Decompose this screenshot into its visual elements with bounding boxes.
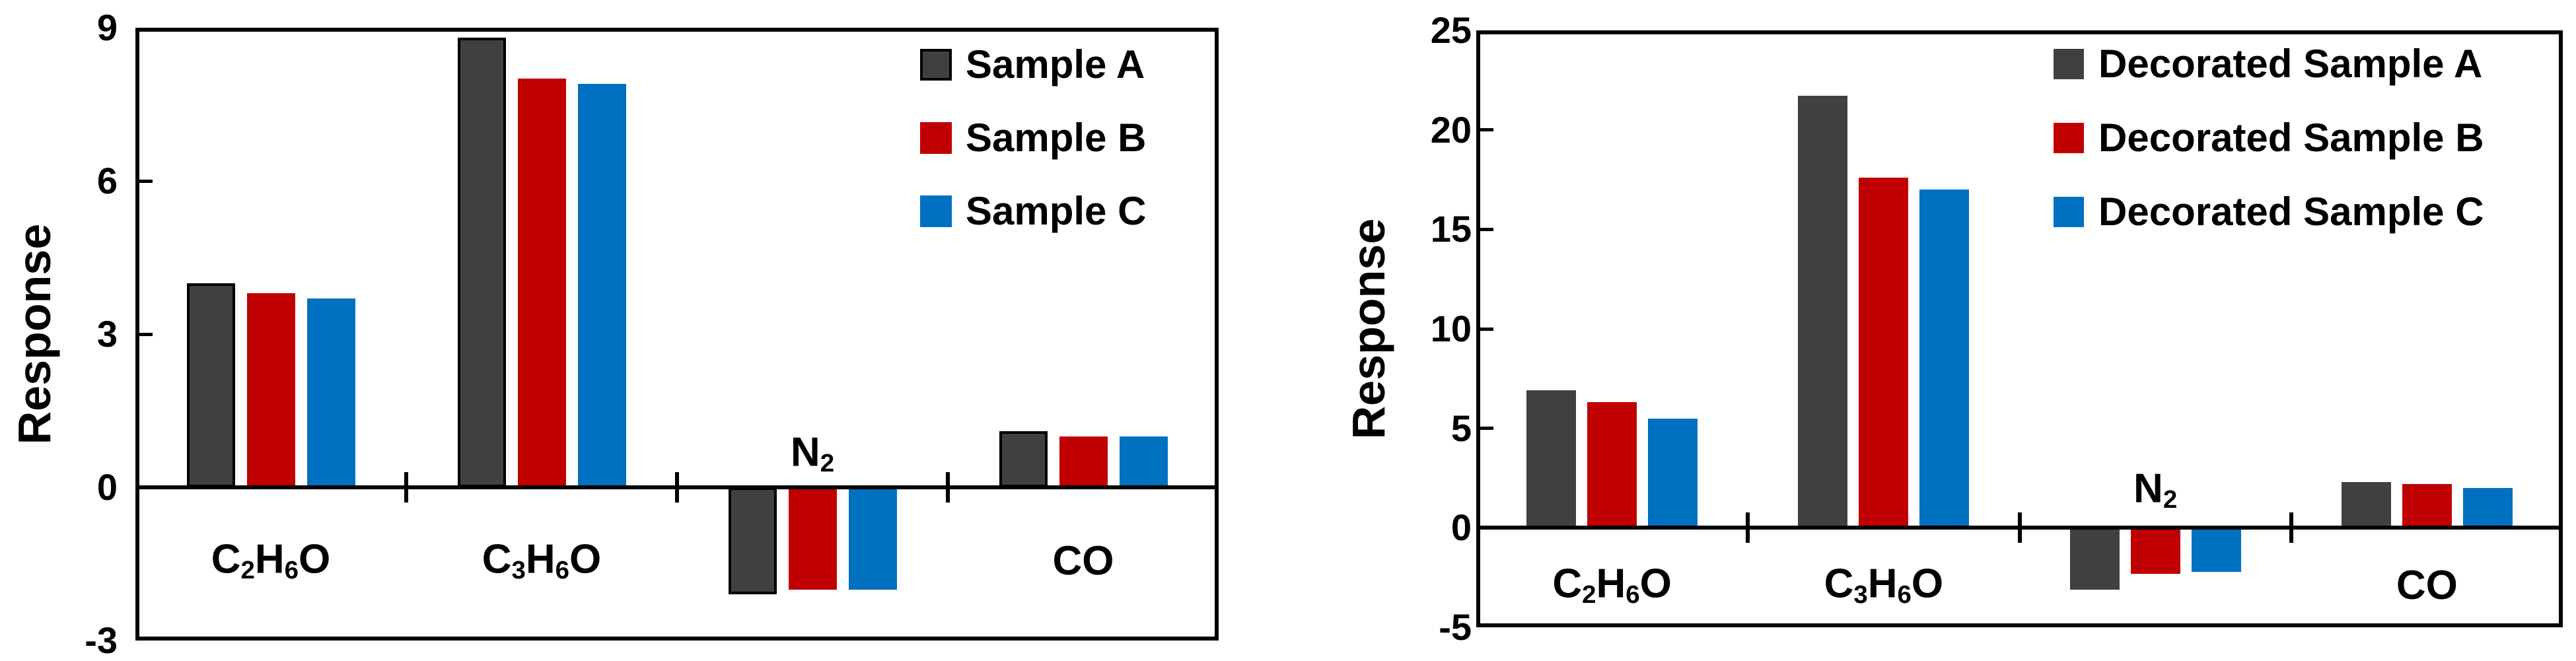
- y-tick-label: 6: [96, 160, 118, 201]
- y-tick-label: 0: [1450, 506, 1472, 549]
- y-tick-label: 15: [1430, 208, 1472, 250]
- y-tick-mark: [1480, 327, 1493, 331]
- bar-decorated-sample-b-co: [2402, 484, 2452, 528]
- bar-decorated-sample-a-co: [2341, 482, 2391, 528]
- bar-decorated-sample-a-c-3h-6o: [1798, 96, 1848, 528]
- category-label: CO: [2396, 563, 2458, 609]
- bar-decorated-sample-b-c-3h-6o: [1859, 177, 1909, 528]
- y-tick-mark: [139, 332, 153, 336]
- category-label: C2H6O: [1552, 561, 1672, 609]
- legend-swatch-sample-c: [920, 195, 952, 227]
- bar-sample-a-c-3h-6o: [457, 38, 506, 487]
- x-boundary-tick: [946, 472, 950, 503]
- bar-decorated-sample-b-c-2h-6o: [1587, 402, 1637, 528]
- bar-sample-b-c-2h-6o: [246, 293, 295, 487]
- bar-decorated-sample-c-n-2: [2191, 528, 2241, 572]
- category-label: C3H6O: [1824, 561, 1944, 609]
- bar-sample-a-c-2h-6o: [186, 283, 235, 487]
- bar-sample-c-co: [1119, 436, 1168, 487]
- y-tick-label: 20: [1430, 108, 1472, 151]
- legend-label: Decorated Sample A: [2098, 42, 2483, 86]
- bar-sample-c-n-2: [848, 487, 897, 590]
- y-tick-label: 0: [96, 466, 118, 508]
- legend-swatch-sample-a: [920, 49, 952, 81]
- y-tick-mark: [1480, 227, 1493, 231]
- y-tick-label: -3: [85, 619, 118, 661]
- y-tick-label: 9: [96, 7, 118, 48]
- legend-label: Sample B: [966, 116, 1147, 160]
- bar-sample-b-c-3h-6o: [517, 79, 566, 487]
- legend-swatch-sample-b: [920, 122, 952, 154]
- category-label: N2: [2133, 466, 2178, 514]
- y-tick-label: 3: [96, 313, 118, 355]
- x-boundary-tick: [1746, 512, 1750, 543]
- y-tick-label: 25: [1430, 9, 1472, 51]
- bar-decorated-sample-c-c-2h-6o: [1648, 418, 1698, 528]
- category-label: CO: [1052, 538, 1114, 584]
- plot-area: [135, 28, 1219, 641]
- legend-label: Sample C: [966, 189, 1147, 233]
- bar-sample-b-co: [1059, 436, 1108, 487]
- legend-swatch-decorated-sample-a: [2054, 49, 2084, 79]
- bar-decorated-sample-a-n-2: [2069, 528, 2120, 590]
- x-boundary-tick: [404, 472, 408, 503]
- bar-decorated-sample-c-co: [2462, 488, 2513, 528]
- y-tick-mark: [1480, 427, 1493, 431]
- y-tick-label: -5: [1439, 606, 1472, 648]
- legend-label: Decorated Sample B: [2098, 116, 2484, 160]
- bar-decorated-sample-c-c-3h-6o: [1919, 190, 1970, 528]
- x-boundary-tick: [2017, 512, 2022, 543]
- y-tick-mark: [1480, 128, 1493, 132]
- bar-decorated-sample-a-c-2h-6o: [1526, 390, 1577, 528]
- y-tick-mark: [139, 179, 153, 183]
- x-boundary-tick: [675, 472, 679, 503]
- category-label: N2: [790, 429, 835, 478]
- legend-label: Decorated Sample C: [2098, 190, 2484, 234]
- y-tick-label: 5: [1450, 407, 1472, 449]
- bar-sample-b-n-2: [788, 487, 837, 590]
- bar-sample-c-c-3h-6o: [577, 84, 626, 487]
- legend-swatch-decorated-sample-b: [2054, 123, 2084, 153]
- x-boundary-tick: [2289, 512, 2293, 543]
- bar-sample-c-c-2h-6o: [306, 298, 355, 487]
- category-label: C3H6O: [482, 536, 602, 585]
- legend-swatch-decorated-sample-c: [2054, 197, 2084, 227]
- plot-area: [1476, 30, 2563, 627]
- bar-decorated-sample-b-n-2: [2130, 528, 2180, 574]
- y-tick-label: 10: [1430, 308, 1472, 349]
- chart-left: Response 9 6 3 0 -3 C2H6O C3H6O N2 CO Sample A Samp…: [0, 0, 1288, 661]
- legend-label: Sample A: [966, 42, 1145, 87]
- category-label: C2H6O: [211, 536, 331, 585]
